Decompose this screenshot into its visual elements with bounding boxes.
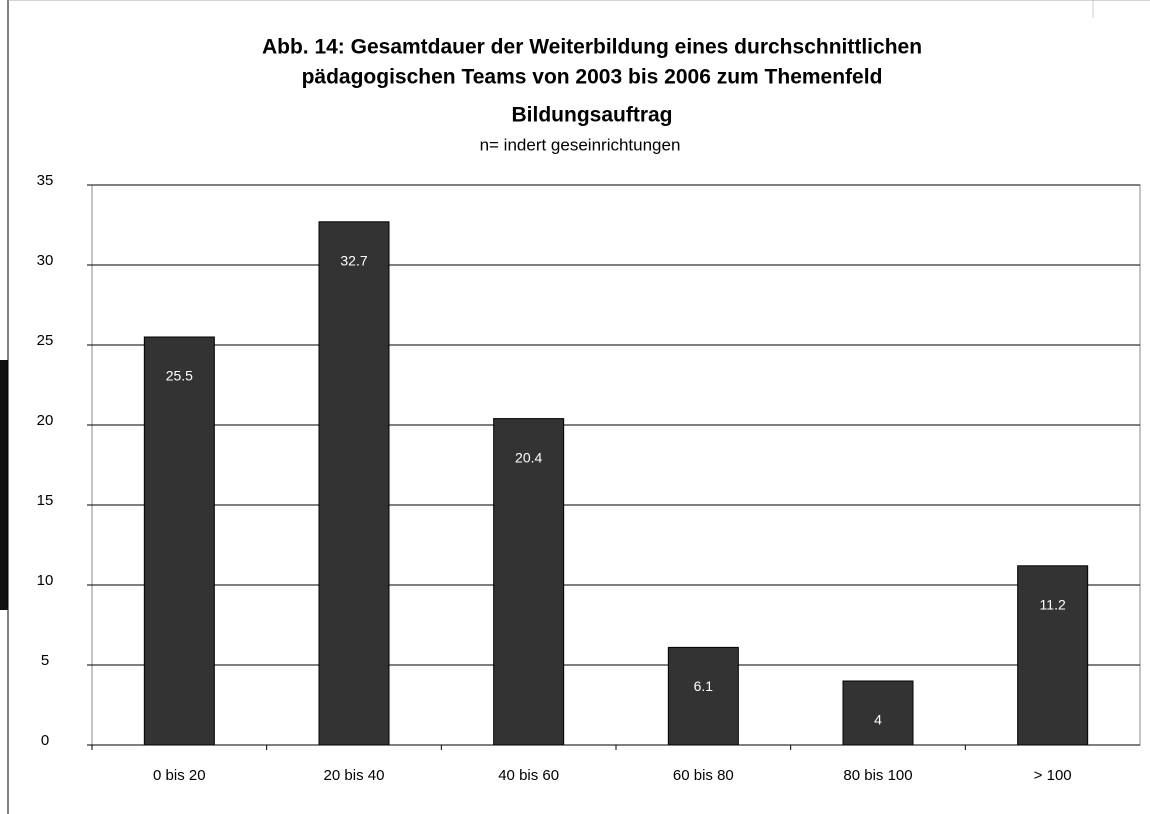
- value-label: 11.2: [1040, 597, 1066, 613]
- value-label: 32.7: [340, 253, 367, 269]
- y-tick-label: 15: [37, 492, 54, 509]
- chart-title: pädagogischen Teams von 2003 bis 2006 zu…: [302, 66, 883, 89]
- y-tick-label: 35: [37, 172, 54, 189]
- y-tick-label: 20: [37, 412, 54, 429]
- background-fragment: [0, 360, 8, 610]
- y-tick-label: 5: [41, 652, 49, 669]
- bar: [318, 221, 390, 746]
- value-label: 4: [874, 712, 882, 728]
- value-label: 25.5: [166, 368, 193, 384]
- chart-title: Abb. 14: Gesamtdauer der Weiterbildung e…: [262, 36, 922, 59]
- x-tick-label: 0 bis 20: [153, 767, 206, 784]
- y-tick-label: 0: [41, 732, 49, 749]
- bar: [667, 646, 739, 746]
- value-label: 6.1: [694, 678, 714, 694]
- bar: [143, 336, 215, 746]
- y-tick-label: 25: [37, 332, 54, 349]
- chart-subtitle: n= indert geseinrichtungen: [480, 135, 681, 154]
- x-tick-label: 80 bis 100: [843, 767, 912, 784]
- bar: [1017, 565, 1089, 746]
- x-tick-label: 60 bis 80: [673, 767, 734, 784]
- bar: [493, 418, 565, 746]
- x-tick-label: > 100: [1034, 767, 1072, 784]
- bar: [842, 680, 914, 746]
- y-tick-label: 30: [37, 252, 54, 269]
- x-tick-label: 40 bis 60: [498, 767, 559, 784]
- chart-title: Bildungsauftrag: [512, 104, 673, 127]
- y-tick-label: 10: [37, 572, 54, 589]
- value-label: 20.4: [515, 449, 542, 465]
- plot-area: [91, 184, 1141, 746]
- x-tick-label: 20 bis 40: [324, 767, 385, 784]
